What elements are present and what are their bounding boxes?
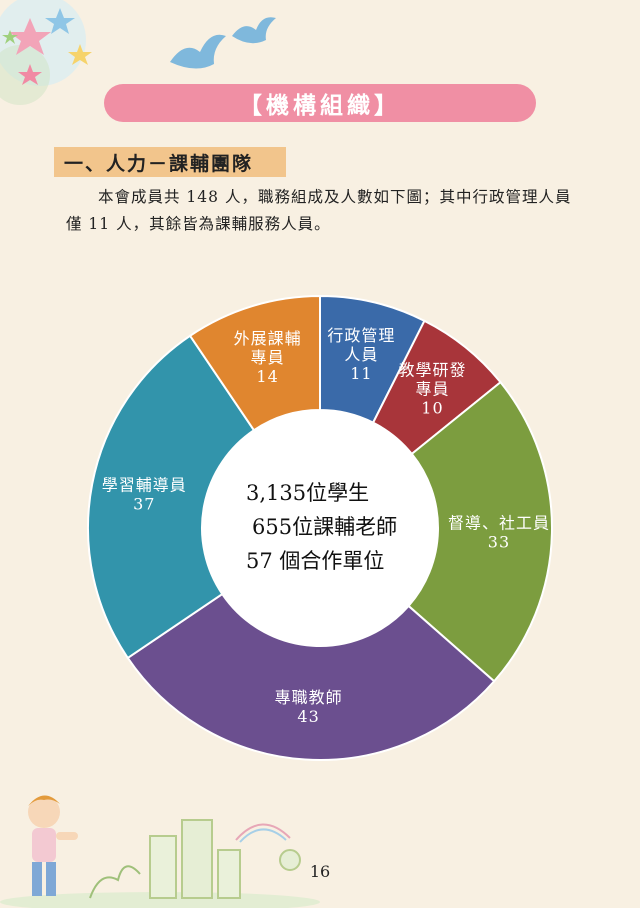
slice-category-label: 專員 <box>415 380 449 399</box>
slice-category-label: 外展課輔 <box>234 329 302 348</box>
star-icon <box>68 44 92 65</box>
slice-value-label: 10 <box>421 399 443 418</box>
slice-category-label: 行政管理 <box>327 326 395 345</box>
child-town-decoration <box>0 795 320 908</box>
chart-slices <box>87 294 553 761</box>
stars-birds-decoration <box>0 0 276 105</box>
slice-category-label: 教學研發 <box>398 361 466 380</box>
slice-category-label: 學習輔導員 <box>102 476 187 495</box>
bird-icon <box>170 17 276 69</box>
slice-value-label: 14 <box>256 367 278 386</box>
page-title: 【機構組織】 <box>239 93 401 119</box>
page-number: 16 <box>309 862 331 881</box>
donut-hole <box>202 410 438 646</box>
star-icon <box>45 8 75 34</box>
intro-paragraph: 本會成員共 148 人，職務組成及人數如下圖；其中行政管理人員僅 11 人，其餘… <box>66 188 572 233</box>
child-icon <box>28 795 78 896</box>
title-banner: 【機構組織】 <box>104 84 536 122</box>
slice-value-label: 37 <box>133 495 155 514</box>
center-line-students: 3,135位學生 <box>246 481 369 505</box>
slice-category-label: 人員 <box>344 345 378 364</box>
section-heading: 一、人力－課輔團隊 <box>64 152 254 175</box>
center-line-partners: 57 個合作單位 <box>246 549 384 573</box>
slice-value-label: 33 <box>488 532 510 551</box>
star-icon <box>9 18 51 55</box>
slice-category-label: 專員 <box>251 348 285 367</box>
section-heading-box: 一、人力－課輔團隊 <box>54 147 286 177</box>
slice-category-label: 督導、社工員 <box>448 513 550 532</box>
center-line-tutors: 655位課輔老師 <box>252 515 397 539</box>
star-icon <box>18 64 42 85</box>
slice-value-label: 11 <box>350 364 372 383</box>
slice-value-label: 43 <box>297 707 319 726</box>
star-icon <box>2 30 18 44</box>
town-icon <box>89 819 301 899</box>
slice-category-label: 專職教師 <box>275 688 343 707</box>
